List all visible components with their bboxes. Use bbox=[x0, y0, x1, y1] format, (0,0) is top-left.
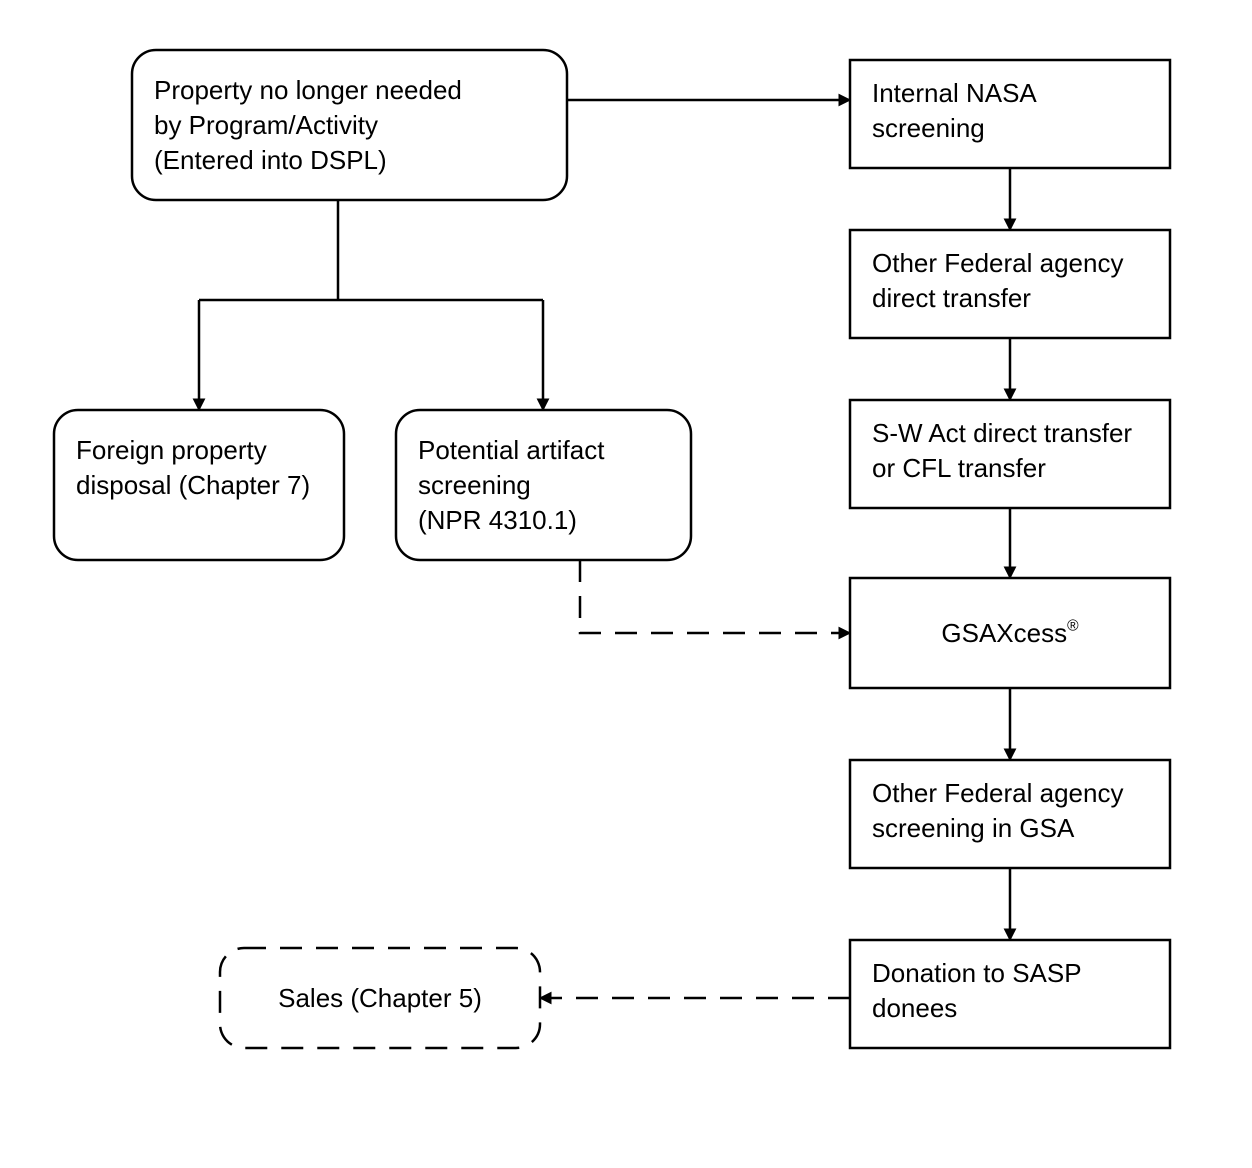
node-sw_act: S-W Act direct transfer or CFL transfer bbox=[850, 400, 1170, 508]
node-artifact-line-2: (NPR 4310.1) bbox=[418, 505, 577, 535]
node-nasa_screen-line-1: screening bbox=[872, 113, 985, 143]
node-fed_screen_gsa-line-0: Other Federal agency bbox=[872, 778, 1123, 808]
node-donation: Donation to SASP donees bbox=[850, 940, 1170, 1048]
node-nasa_screen: Internal NASA screening bbox=[850, 60, 1170, 168]
node-gsaxcess-label: GSAXcess® bbox=[941, 617, 1079, 648]
edge-artifact-to-gsa bbox=[580, 560, 850, 633]
node-gsaxcess: GSAXcess® bbox=[850, 578, 1170, 688]
node-start-line-1: by Program/Activity bbox=[154, 110, 378, 140]
flowchart-canvas: Property no longer needed by Program/Acti… bbox=[0, 0, 1252, 1168]
node-foreign-line-0: Foreign property bbox=[76, 435, 267, 465]
node-sales: Sales (Chapter 5) bbox=[220, 948, 540, 1048]
node-foreign: Foreign property disposal (Chapter 7) bbox=[54, 410, 344, 560]
node-fed_transfer-line-1: direct transfer bbox=[872, 283, 1031, 313]
node-artifact-line-0: Potential artifact bbox=[418, 435, 605, 465]
node-sales-line-0: Sales (Chapter 5) bbox=[278, 983, 482, 1013]
node-start-line-2: (Entered into DSPL) bbox=[154, 145, 387, 175]
node-foreign-line-1: disposal (Chapter 7) bbox=[76, 470, 310, 500]
node-artifact-line-1: screening bbox=[418, 470, 531, 500]
node-fed_transfer: Other Federal agency direct transfer bbox=[850, 230, 1170, 338]
node-fed_screen_gsa-line-1: screening in GSA bbox=[872, 813, 1075, 843]
node-nasa_screen-line-0: Internal NASA bbox=[872, 78, 1037, 108]
node-start-line-0: Property no longer needed bbox=[154, 75, 462, 105]
node-sw_act-line-1: or CFL transfer bbox=[872, 453, 1046, 483]
node-fed_transfer-line-0: Other Federal agency bbox=[872, 248, 1123, 278]
node-artifact: Potential artifact screening (NPR 4310.1) bbox=[396, 410, 691, 560]
node-start: Property no longer needed by Program/Acti… bbox=[132, 50, 567, 200]
node-donation-line-1: donees bbox=[872, 993, 957, 1023]
node-sw_act-line-0: S-W Act direct transfer bbox=[872, 418, 1132, 448]
node-fed_screen_gsa: Other Federal agency screening in GSA bbox=[850, 760, 1170, 868]
node-donation-line-0: Donation to SASP bbox=[872, 958, 1082, 988]
